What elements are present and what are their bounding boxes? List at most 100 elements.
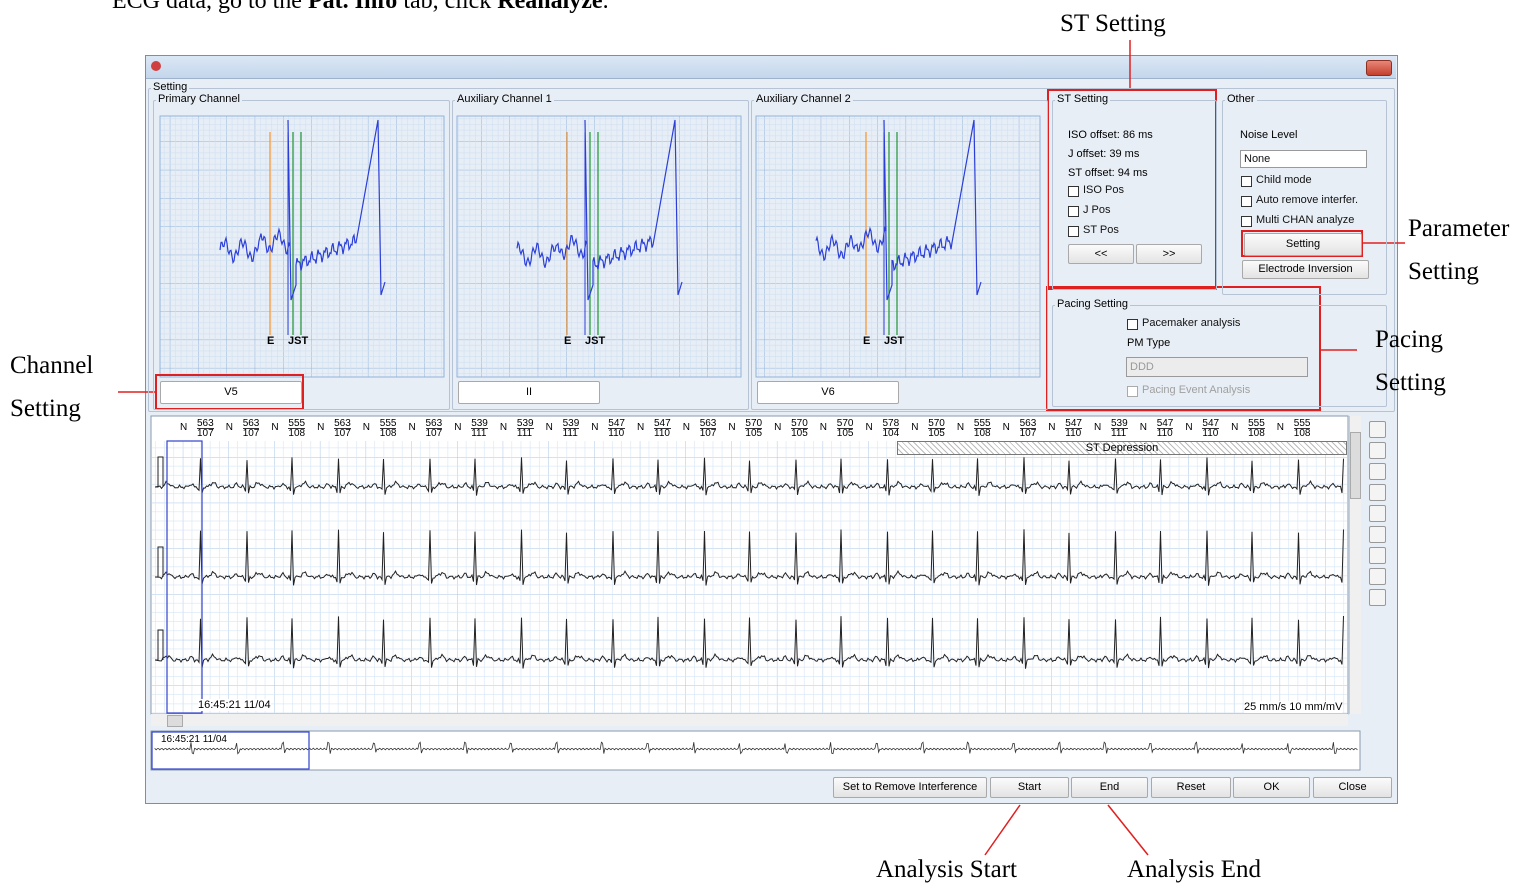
- button[interactable]: II: [458, 381, 600, 404]
- checkbox[interactable]: [1241, 196, 1252, 207]
- beat-type: N: [1094, 422, 1101, 433]
- button[interactable]: >>: [1136, 244, 1202, 264]
- beat-type: N: [226, 422, 233, 433]
- callout-text: Parameter: [1408, 215, 1509, 243]
- dropdown[interactable]: None: [1240, 150, 1367, 168]
- beat-hr: 111: [1111, 429, 1126, 438]
- checkbox[interactable]: [1127, 319, 1138, 330]
- beat-hr: 107: [426, 429, 443, 438]
- beat-hr: 111: [517, 429, 532, 438]
- beat-type: N: [409, 422, 416, 433]
- beat-hr: 110: [654, 429, 670, 438]
- tool-icon[interactable]: [1369, 421, 1386, 438]
- beat-type: N: [911, 422, 918, 433]
- beat-type: N: [1140, 422, 1147, 433]
- tool-icon[interactable]: [1369, 568, 1386, 585]
- beat-type: N: [728, 422, 735, 433]
- callout-text: ST Setting: [1060, 10, 1166, 38]
- checkbox[interactable]: [1068, 186, 1079, 197]
- button[interactable]: Start: [990, 777, 1069, 798]
- beat-type: N: [866, 422, 873, 433]
- noise-label: Noise Level: [1240, 129, 1297, 141]
- v-scroll-thumb[interactable]: [1350, 432, 1361, 499]
- intro-part: tab, click: [397, 0, 497, 14]
- close-button[interactable]: [1366, 60, 1392, 76]
- checkbox-label: Auto remove interfer.: [1256, 194, 1358, 206]
- checkbox-label: Pacemaker analysis: [1142, 317, 1240, 329]
- page: ECG data, go to the Pat. Info tab, click…: [0, 0, 1534, 890]
- beat-hr: 105: [791, 429, 808, 438]
- beat-hr: 107: [1020, 429, 1037, 438]
- beat-hr: 108: [288, 429, 305, 438]
- button[interactable]: Setting: [1244, 233, 1362, 256]
- tool-icon[interactable]: [1369, 547, 1386, 564]
- beat-hr: 110: [1202, 429, 1218, 438]
- intro-part: .: [603, 0, 609, 14]
- checkbox[interactable]: [1241, 176, 1252, 187]
- dropdown: DDD: [1126, 357, 1308, 377]
- callout-text: Setting: [1375, 369, 1446, 397]
- beat-hr: 104: [883, 429, 900, 438]
- callout-line: [1108, 805, 1148, 855]
- beat-hr: 108: [1294, 429, 1311, 438]
- beat-type: N: [774, 422, 781, 433]
- intro-part: Reanalyze: [497, 0, 602, 14]
- checkbox[interactable]: [1241, 216, 1252, 227]
- beat-type: N: [317, 422, 324, 433]
- button[interactable]: OK: [1233, 777, 1310, 798]
- marker-label: JST: [585, 335, 605, 347]
- title-bar: [146, 56, 1396, 79]
- strip-speed: 25 mm/s 10 mm/mV: [1244, 701, 1342, 713]
- callout-text: Channel: [10, 352, 93, 380]
- button[interactable]: V6: [757, 381, 899, 404]
- beat-hr: 110: [1157, 429, 1173, 438]
- checkbox-label: J Pos: [1083, 204, 1111, 216]
- marker-label: E: [564, 335, 571, 347]
- beat-hr: 108: [974, 429, 991, 438]
- h-scroll-thumb[interactable]: [167, 715, 183, 727]
- pacing-group-title: Pacing Setting: [1055, 298, 1130, 310]
- st-offset: ST offset: 94 ms: [1068, 167, 1148, 179]
- button[interactable]: End: [1071, 777, 1148, 798]
- tool-icon[interactable]: [1369, 484, 1386, 501]
- beat-type: N: [363, 422, 370, 433]
- beat-type: N: [180, 422, 187, 433]
- beat-hr: 107: [700, 429, 717, 438]
- checkbox-label: Child mode: [1256, 174, 1312, 186]
- checkbox: [1127, 386, 1138, 397]
- button[interactable]: Reset: [1151, 777, 1231, 798]
- checkbox[interactable]: [1068, 226, 1079, 237]
- channel-group: [452, 100, 749, 410]
- intro-part: Pat. Info: [308, 0, 397, 14]
- marker-label: E: [863, 335, 870, 347]
- tool-icon[interactable]: [1369, 442, 1386, 459]
- button[interactable]: <<: [1068, 244, 1134, 264]
- strip-time: 16:45:21 11/04: [198, 699, 271, 711]
- intro-part: ECG data, go to the: [112, 0, 308, 14]
- checkbox-label: Pacing Event Analysis: [1142, 384, 1250, 396]
- channel-group-title: Auxiliary Channel 2: [754, 93, 853, 105]
- intro-text: ECG data, go to the Pat. Info tab, click…: [112, 0, 609, 15]
- event-bar: ST Depression: [897, 441, 1347, 455]
- button[interactable]: V5: [160, 381, 302, 404]
- setting-group-title: Setting: [151, 81, 189, 93]
- st-offset: J offset: 39 ms: [1068, 148, 1139, 160]
- callout-text: Analysis End: [1127, 856, 1261, 884]
- beat-type: N: [1277, 422, 1284, 433]
- beat-type: N: [591, 422, 598, 433]
- button[interactable]: Electrode Inversion: [1242, 260, 1369, 279]
- other-group-title: Other: [1225, 93, 1257, 105]
- tool-icon[interactable]: [1369, 589, 1386, 606]
- tool-icon[interactable]: [1369, 526, 1386, 543]
- tool-icon[interactable]: [1369, 505, 1386, 522]
- h-scrollbar: [151, 714, 1348, 726]
- tool-icon[interactable]: [1369, 463, 1386, 480]
- checkbox-label: Multi CHAN analyze: [1256, 214, 1354, 226]
- beat-type: N: [1185, 422, 1192, 433]
- beat-hr: 107: [197, 429, 214, 438]
- beat-type: N: [1048, 422, 1055, 433]
- button[interactable]: Close: [1313, 777, 1392, 798]
- button[interactable]: Set to Remove Interference: [833, 777, 987, 798]
- st-offset: ISO offset: 86 ms: [1068, 129, 1153, 141]
- checkbox[interactable]: [1068, 206, 1079, 217]
